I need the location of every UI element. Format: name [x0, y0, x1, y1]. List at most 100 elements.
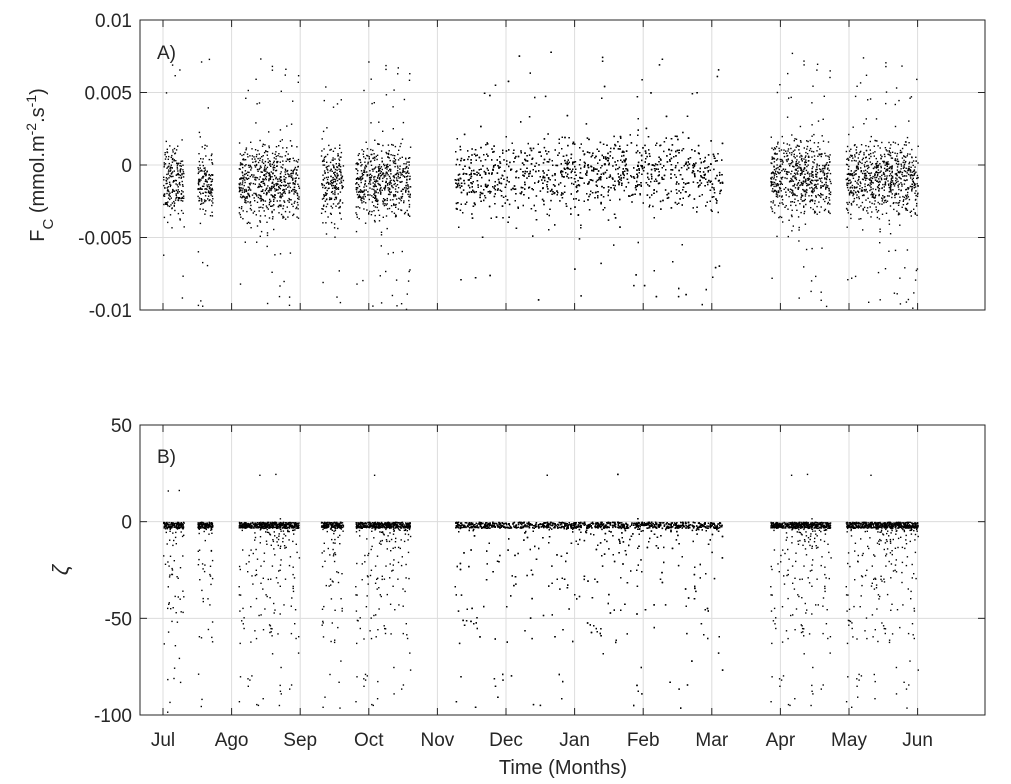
panel-a-point: [259, 220, 261, 222]
panel-a-point: [363, 189, 366, 191]
panel-a-point: [334, 147, 336, 149]
panel-a-point: [281, 139, 283, 141]
panel-a-point: [574, 181, 577, 183]
panel-a-point: [713, 189, 715, 191]
panel-a-point: [810, 290, 812, 293]
panel-a-point: [641, 154, 643, 157]
panel-a-point: [274, 197, 276, 199]
panel-a-point: [397, 167, 399, 169]
panel-a-point: [292, 172, 294, 175]
panel-a-point: [797, 182, 800, 184]
panel-a-point: [295, 190, 297, 192]
panel-a-point: [206, 188, 208, 191]
panel-a-point: [679, 174, 682, 176]
panel-a-point: [294, 168, 296, 170]
panel-a-point: [507, 221, 509, 223]
panel-a-point: [341, 184, 343, 187]
panel-a-point: [697, 170, 699, 172]
panel-a-point: [531, 175, 533, 177]
panel-a-point: [602, 209, 604, 211]
panel-a-point: [804, 223, 807, 225]
panel-a-point: [689, 157, 692, 159]
panel-a-point: [211, 195, 214, 197]
panel-a-point: [779, 187, 782, 190]
panel-a-point: [613, 135, 615, 138]
panel-a-point: [502, 217, 504, 219]
panel-a-point: [264, 215, 266, 217]
panel-a-point: [613, 147, 615, 150]
panel-a-point: [404, 171, 406, 173]
panel-a-point: [813, 190, 815, 192]
panel-a-point: [208, 173, 210, 176]
panel-a-point: [374, 200, 377, 202]
panel-a-point: [401, 195, 404, 198]
panel-a-point: [181, 184, 184, 186]
panel-a-point: [692, 170, 695, 173]
panel-a-point: [292, 170, 294, 172]
panel-a-point: [545, 150, 547, 152]
panel-a-point: [571, 182, 573, 185]
panel-a-point: [810, 182, 812, 184]
panel-a-point: [324, 194, 326, 197]
panel-a-point: [467, 158, 469, 161]
panel-a-point: [362, 177, 364, 179]
panel-a-point: [524, 188, 526, 190]
panel-a-point: [292, 188, 294, 191]
panel-a-point: [481, 236, 484, 238]
panel-a-point: [471, 154, 473, 156]
panel-a-point: [462, 212, 464, 214]
panel-a-point: [373, 205, 375, 207]
panel-a-point: [497, 178, 500, 181]
panel-a-point: [266, 302, 269, 305]
panel-a-point: [374, 175, 376, 178]
panel-a-point: [514, 188, 517, 190]
panel-a-point: [408, 270, 410, 273]
panel-a-point: [179, 171, 182, 173]
panel-a-point: [824, 178, 826, 180]
panel-a-point: [681, 204, 683, 206]
panel-a-point: [361, 175, 363, 178]
panel-a-point: [249, 222, 251, 224]
panel-a-point: [785, 150, 787, 152]
panel-a-point: [548, 229, 550, 231]
panel-a-point: [456, 158, 459, 161]
panel-a-point: [405, 189, 407, 191]
panel-a-point: [400, 172, 402, 174]
panel-a-point: [675, 150, 677, 153]
panel-a-point: [656, 142, 658, 144]
panel-a-point: [458, 179, 460, 182]
panel-a-point: [511, 142, 513, 144]
panel-a-point: [402, 170, 404, 172]
panel-a-point: [788, 97, 790, 99]
panel-a-point: [371, 168, 374, 170]
panel-a-point: [791, 134, 793, 136]
panel-a-point: [371, 210, 373, 213]
panel-a-point: [261, 156, 263, 158]
panel-a-point: [393, 89, 395, 91]
panel-a-point: [806, 148, 808, 150]
panel-a-point: [468, 166, 470, 169]
panel-a-point: [794, 157, 796, 159]
panel-a-point: [378, 168, 380, 170]
panel-a-point: [375, 190, 377, 192]
panel-a-point: [780, 177, 782, 179]
panel-a-point: [275, 170, 277, 172]
panel-a-point: [376, 188, 379, 191]
panel-a-point: [804, 156, 806, 159]
panel-a-point: [775, 185, 777, 188]
panel-a-point: [564, 168, 566, 170]
panel-a-point: [270, 186, 273, 188]
panel-a-point: [791, 201, 794, 203]
panel-a-point: [580, 167, 582, 170]
panel-a-point: [365, 189, 367, 191]
panel-a-point: [687, 137, 690, 139]
panel-a-point: [200, 61, 203, 63]
panel-a-point: [670, 164, 673, 166]
panel-a-point: [272, 162, 275, 164]
panel-a-point: [387, 152, 390, 155]
panel-a-point: [280, 193, 282, 195]
panel-a-point: [387, 153, 390, 156]
panel-a-point: [826, 176, 828, 178]
panel-a-point: [334, 186, 336, 188]
panel-a-point: [290, 169, 292, 172]
